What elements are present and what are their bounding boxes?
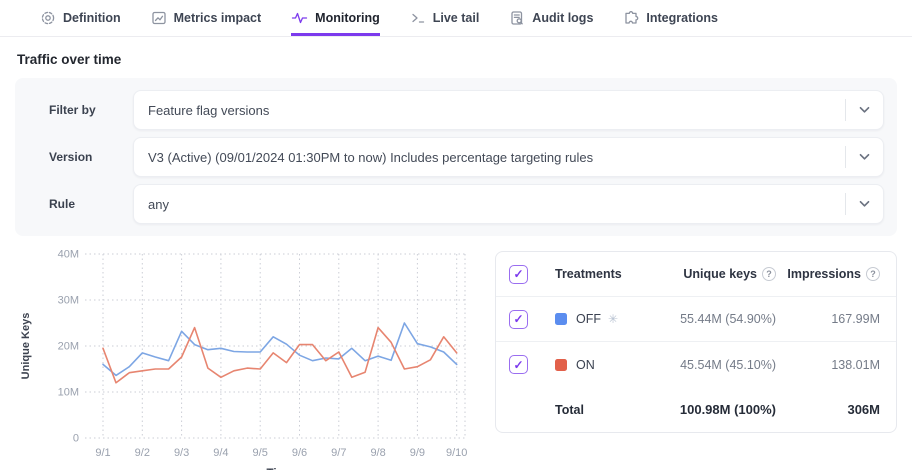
- selected-value: Feature flag versions: [148, 102, 270, 118]
- select-all-checkbox[interactable]: ✓: [509, 264, 528, 284]
- impressions-value: 167.99M: [831, 312, 880, 326]
- svg-text:Unique Keys: Unique Keys: [20, 313, 32, 380]
- default-treatment-icon: ✳: [608, 312, 619, 326]
- svg-text:30M: 30M: [58, 295, 79, 307]
- filter-label: Filter by: [49, 103, 96, 117]
- unique-keys-value: 45.54M (45.10%): [680, 357, 776, 372]
- tab-live-tail[interactable]: Live tail: [410, 0, 479, 36]
- treatment-row-off: ✓ OFF ✳ 55.44M (54.90%) 167.99M: [496, 297, 896, 342]
- svg-text:20M: 20M: [58, 341, 79, 353]
- help-icon[interactable]: ?: [762, 267, 776, 281]
- unique-keys-column-header: Unique keys ?: [624, 267, 776, 281]
- svg-text:9/9: 9/9: [410, 447, 425, 459]
- total-impressions: 306M: [847, 402, 880, 417]
- total-label: Total: [555, 402, 584, 417]
- treatments-column-header: Treatments: [555, 267, 622, 281]
- monitoring-pulse-icon: [291, 10, 308, 26]
- traffic-chart: 0 10M 20M 30M 40M 9/1 9/2 9/3 9/4 9/5 9/6 9/7 9/8 9/9…: [15, 244, 481, 470]
- filter-row-rule: Rule any: [28, 184, 884, 224]
- treatments-table-header: ✓ Treatments Unique keys ? Impressions ?: [496, 252, 896, 297]
- unique-keys-value: 55.44M (54.90%): [680, 312, 776, 326]
- svg-text:0: 0: [73, 433, 79, 445]
- total-row: Total 100.98M (100%) 306M: [496, 387, 896, 432]
- chevron-down-icon: [845, 99, 883, 121]
- svg-text:Time: Time: [267, 468, 294, 470]
- audit-logs-icon: [509, 10, 525, 26]
- monitoring-page: Traffic over time Filter by Feature flag …: [0, 52, 912, 470]
- svg-text:40M: 40M: [58, 249, 79, 261]
- filter-row-filter-by: Filter by Feature flag versions: [28, 90, 884, 130]
- help-icon[interactable]: ?: [866, 267, 880, 281]
- tab-definition[interactable]: Definition: [40, 0, 121, 36]
- svg-text:9/10: 9/10: [446, 447, 467, 459]
- svg-text:9/1: 9/1: [95, 447, 110, 459]
- definition-icon: [40, 10, 56, 26]
- tab-bar: Definition Metrics impact Monitoring Live t…: [0, 0, 912, 37]
- metrics-impact-icon: [151, 10, 167, 26]
- terminal-icon: [410, 10, 426, 26]
- svg-text:9/6: 9/6: [292, 447, 307, 459]
- filter-label: Rule: [49, 197, 76, 211]
- impressions-column-header: Impressions ?: [776, 267, 880, 281]
- treatment-row-on: ✓ ON 45.54M (45.10%) 138.01M: [496, 342, 896, 387]
- series-color-swatch: [555, 358, 567, 371]
- tab-monitoring[interactable]: Monitoring: [291, 0, 380, 36]
- treatment-name: ON: [576, 357, 595, 372]
- rule-select[interactable]: any: [133, 184, 884, 224]
- treatments-table: ✓ Treatments Unique keys ? Impressions ?…: [495, 251, 897, 433]
- total-unique-keys: 100.98M (100%): [679, 402, 776, 417]
- svg-text:9/3: 9/3: [174, 447, 189, 459]
- selected-value: any: [148, 196, 169, 212]
- tab-audit-logs[interactable]: Audit logs: [509, 0, 593, 36]
- selected-value: V3 (Active) (09/01/2024 01:30PM to now) …: [148, 149, 594, 165]
- version-select[interactable]: V3 (Active) (09/01/2024 01:30PM to now) …: [133, 137, 884, 177]
- filter-by-select[interactable]: Feature flag versions: [133, 90, 884, 130]
- chevron-down-icon: [845, 146, 883, 168]
- svg-text:9/5: 9/5: [253, 447, 268, 459]
- filter-panel: Filter by Feature flag versions Version V3 …: [15, 78, 897, 236]
- svg-text:9/4: 9/4: [213, 447, 228, 459]
- tab-metrics-impact[interactable]: Metrics impact: [151, 0, 261, 36]
- filter-row-version: Version V3 (Active) (09/01/2024 01:30PM t…: [28, 137, 884, 177]
- svg-text:9/2: 9/2: [135, 447, 150, 459]
- tab-integrations[interactable]: Integrations: [623, 0, 718, 36]
- svg-text:9/8: 9/8: [370, 447, 385, 459]
- svg-text:10M: 10M: [58, 387, 79, 399]
- chevron-down-icon: [845, 193, 883, 215]
- svg-text:9/7: 9/7: [331, 447, 346, 459]
- series-color-swatch: [555, 313, 567, 325]
- puzzle-icon: [623, 10, 639, 26]
- page-title: Traffic over time: [17, 52, 122, 67]
- filter-label: Version: [49, 150, 93, 164]
- treatment-checkbox[interactable]: ✓: [509, 355, 528, 374]
- impressions-value: 138.01M: [831, 357, 880, 372]
- treatment-checkbox[interactable]: ✓: [509, 309, 528, 329]
- treatment-name: OFF: [576, 312, 601, 326]
